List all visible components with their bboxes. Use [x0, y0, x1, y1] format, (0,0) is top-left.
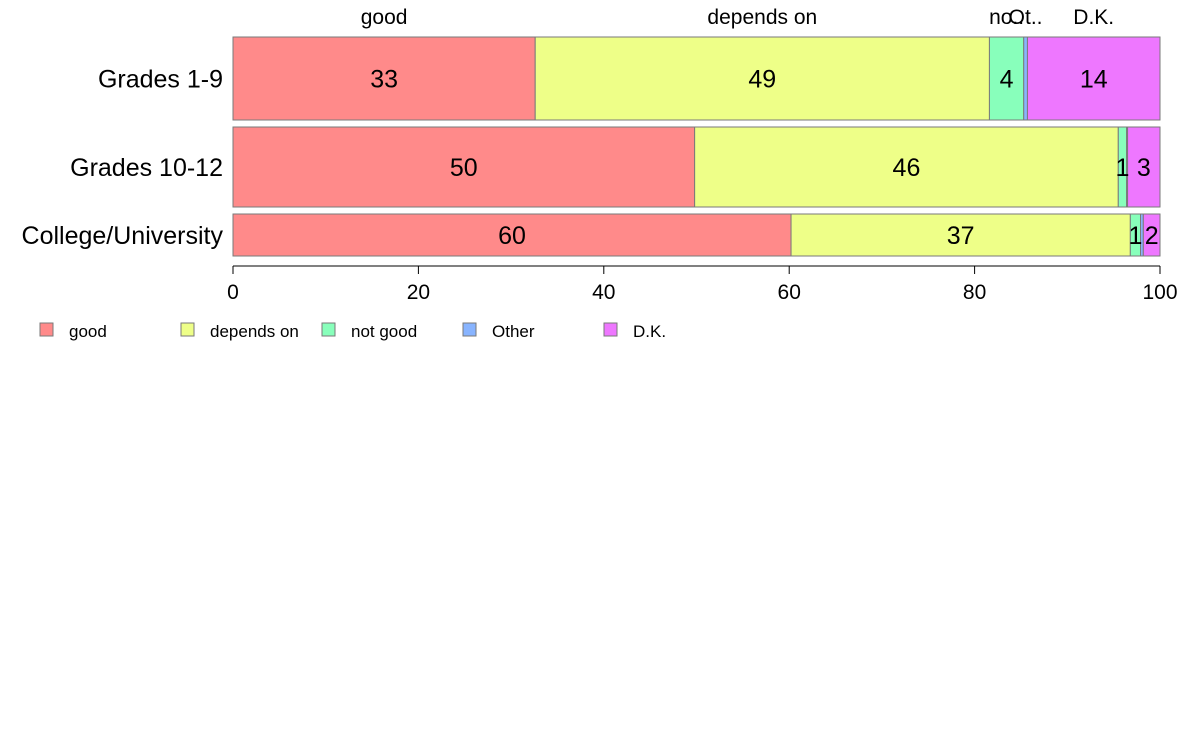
category-label: Grades 1-9 — [98, 66, 223, 94]
bar-value-label: 50 — [450, 154, 478, 182]
legend-swatch — [321, 322, 336, 337]
top-segment-labels: good depends on no..Ot.. D.K. — [361, 6, 1114, 29]
legend-swatch — [180, 322, 195, 337]
legend-swatch — [39, 322, 54, 337]
x-tick-label: 100 — [1142, 281, 1177, 304]
bar-segment — [232, 213, 792, 257]
bar-value-label: 4 — [1000, 66, 1014, 94]
bar-segment — [1142, 213, 1161, 257]
legend-swatch — [603, 322, 618, 337]
bar-segment — [232, 126, 696, 208]
bar-segment — [1023, 36, 1028, 121]
x-tick-label: 40 — [592, 281, 615, 304]
top-segment-label: Ot.. — [1009, 6, 1043, 29]
bar-segment — [1127, 126, 1161, 208]
bar-segment — [1026, 36, 1161, 121]
bar-value-label: 1 — [1116, 154, 1130, 182]
x-tick-label: 0 — [227, 281, 239, 304]
bar-value-label: 60 — [498, 222, 526, 250]
category-label: Grades 10-12 — [70, 154, 223, 182]
legend-label: depends on — [210, 322, 299, 341]
bar-value-label: 2 — [1145, 222, 1159, 250]
bar-value-label: 49 — [748, 66, 776, 94]
bars — [232, 36, 1161, 257]
bar-value-label: 1 — [1128, 222, 1142, 250]
top-segment-label: no.. — [989, 6, 1024, 29]
category-label: College/University — [22, 222, 224, 250]
category-labels: Grades 1-9 Grades 10-12 College/University — [22, 66, 224, 251]
bar-value-label: 14 — [1080, 66, 1108, 94]
legend-swatch — [462, 322, 477, 337]
legend-label: not good — [351, 322, 417, 341]
legend-label: good — [69, 322, 107, 341]
x-tick-label: 20 — [407, 281, 430, 304]
bar-value-label: 3 — [1137, 154, 1151, 182]
top-segment-label: good — [361, 6, 408, 29]
top-segment-label: D.K. — [1073, 6, 1114, 29]
bar-value-label: 33 — [370, 66, 398, 94]
bar-value-label: 46 — [893, 154, 921, 182]
x-axis: 0 20 40 60 80 100 — [227, 265, 1178, 304]
bar-segment — [534, 36, 990, 121]
legend-label: Other — [492, 322, 535, 341]
legend-label: D.K. — [633, 322, 666, 341]
x-tick-label: 80 — [963, 281, 986, 304]
legend: good depends on not good Other D.K. — [39, 322, 666, 341]
bar-segment — [694, 126, 1119, 208]
top-segment-label: depends on — [707, 6, 817, 29]
x-tick-label: 60 — [778, 281, 801, 304]
bar-value-label: 37 — [947, 222, 975, 250]
